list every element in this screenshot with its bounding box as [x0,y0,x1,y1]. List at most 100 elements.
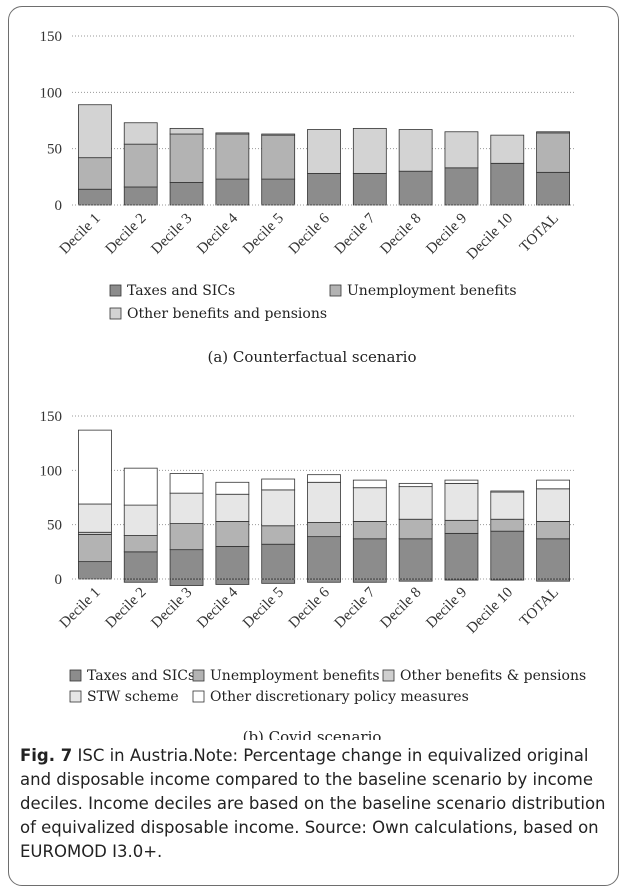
bar-stw-scheme [261,489,296,527]
bar-taxes-and-sics [123,551,158,580]
bar-taxes-and-sics [307,173,341,206]
bar-stw-scheme [215,493,250,522]
bar-taxes-and-sics [398,170,433,206]
bar-taxes-and-sics [123,186,158,206]
bar-stw-scheme [307,481,341,523]
bar-other-discretionary-policy-measures [123,467,158,506]
bar-taxes-and-sics [444,532,479,580]
legend-label-unemployment-benefits: Unemployment benefits [210,668,380,684]
y-tick-label: 150 [40,29,63,45]
bar-unemployment-benefits [307,522,341,538]
bar-other-discretionary-policy-measures [352,479,387,489]
legend-swatch-other-benefits-and-pensions [382,669,395,682]
bar-unemployment-benefits [261,525,296,545]
figure-caption-text: ISC in Austria.Note: Percentage change i… [20,746,606,861]
bar-unemployment-benefits [78,534,112,563]
x-tick-label: TOTAL [517,211,562,256]
bar-other-benefits-and-pensions [490,134,525,164]
legend-label-other-benefits-and-pensions: Other benefits and pensions [127,306,327,322]
x-tick-label: Decile 8 [378,211,425,258]
legend-label-taxes-and-sics: Taxes and SICs [127,283,235,299]
bar-other-benefits-and-pensions [536,131,570,134]
x-tick-label: Decile 2 [103,585,150,632]
bar-taxes-and-sics [490,530,525,580]
bar-taxes-and-sics [536,171,570,206]
y-tick-label: 50 [47,142,62,158]
x-tick-label: Decile 6 [286,584,333,631]
bar-unemployment-benefits [215,521,250,547]
y-tick-label: 150 [40,409,63,425]
x-tick-label: Decile 8 [378,585,425,632]
legend-swatch-other-discretionary-policy-measures [192,690,205,703]
bar-taxes-and-sics [215,546,250,580]
x-tick-label: TOTAL [517,585,562,630]
bar-other-benefits-and-pensions [444,131,479,169]
bar-unemployment-benefits [536,521,570,540]
bar-stw-scheme [444,482,479,521]
x-tick-label: Decile 3 [148,585,195,632]
bar-other-benefits-and-pensions [352,127,387,174]
legend-swatch-other-benefits-and-pensions [109,307,122,320]
bar-unemployment-benefits [169,133,204,183]
bar-negative-taxes-and-sics [169,578,204,586]
bar-other-benefits-and-pensions [123,122,158,145]
bar-other-discretionary-policy-measures [444,479,479,484]
y-tick-label: 100 [40,463,63,479]
y-tick-label: 0 [55,572,63,588]
bar-stw-scheme [123,504,158,536]
figure-frame [8,6,619,886]
figure-caption: Fig. 7 ISC in Austria.Note: Percentage c… [20,744,610,864]
bar-unemployment-benefits [536,132,570,173]
bar-taxes-and-sics [490,162,525,206]
bar-stw-scheme [352,487,387,522]
bar-unemployment-benefits [78,157,112,190]
bar-taxes-and-sics [215,178,250,206]
bar-taxes-and-sics [169,549,204,580]
bar-stw-scheme [536,488,570,522]
bar-unemployment-benefits [352,521,387,540]
bar-negative-taxes-and-sics [215,578,250,585]
x-tick-label: Decile 7 [332,210,379,257]
bar-stw-scheme [169,492,204,524]
bar-unemployment-benefits [490,518,525,532]
bar-taxes-and-sics [169,182,204,206]
bar-other-discretionary-policy-measures [307,474,341,483]
legend-label-taxes-and-sics: Taxes and SICs [87,668,195,684]
x-tick-label: Decile 10 [464,211,516,263]
y-tick-label: 50 [47,518,62,534]
bar-other-benefits-and-pensions [307,129,341,174]
bar-other-benefits-and-pensions [398,129,433,172]
x-tick-label: Decile 1 [57,211,104,258]
legend-swatch-unemployment-benefits [329,284,342,297]
legend-swatch-taxes-and-sics [109,284,122,297]
bar-unemployment-benefits [261,134,296,180]
y-tick-label: 0 [55,198,63,214]
bar-other-discretionary-policy-measures [261,478,296,491]
bar-other-discretionary-policy-measures [215,481,250,495]
x-tick-label: Decile 10 [464,585,516,637]
bar-other-discretionary-policy-measures [398,482,433,488]
bar-taxes-and-sics [352,173,387,206]
bar-taxes-and-sics [444,167,479,206]
x-tick-label: Decile 1 [57,585,104,632]
bar-taxes-and-sics [261,178,296,206]
legend-label-other-discretionary-policy-measures: Other discretionary policy measures [210,689,469,705]
x-tick-label: Decile 4 [194,584,241,631]
bar-other-discretionary-policy-measures [490,490,525,493]
bar-unemployment-benefits [398,518,433,540]
legend-swatch-stw-scheme [69,690,82,703]
legend-label-stw-scheme: STW scheme [87,689,179,705]
bar-taxes-and-sics [78,561,112,580]
chart-subcaption: (a) Counterfactual scenario [208,348,417,366]
bar-unemployment-benefits [123,535,158,553]
bar-unemployment-benefits [123,143,158,188]
x-tick-label: Decile 6 [286,210,333,257]
bar-taxes-and-sics [398,538,433,580]
bar-other-benefits-and-pensions [169,127,204,135]
bar-negative-taxes-and-sics [261,578,296,584]
bar-other-discretionary-policy-measures [169,473,204,494]
legend-swatch-taxes-and-sics [69,669,82,682]
